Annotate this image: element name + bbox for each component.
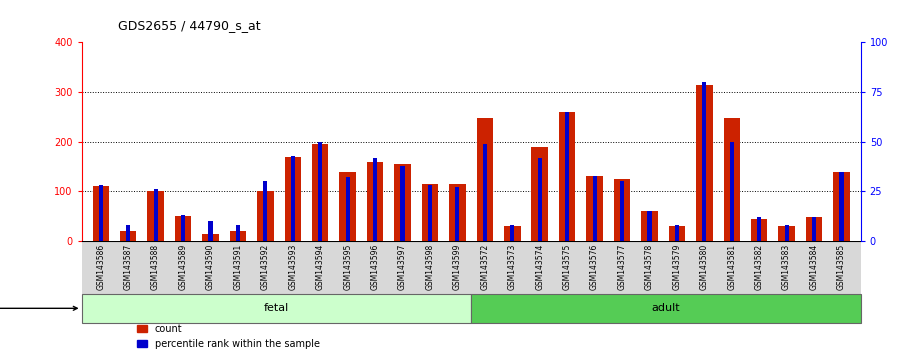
Bar [812, 217, 816, 241]
Bar [559, 112, 575, 241]
Bar [264, 182, 267, 241]
Bar [641, 211, 658, 241]
Bar [236, 225, 240, 241]
Bar [99, 185, 102, 241]
Bar [126, 225, 130, 241]
Text: GSM143596: GSM143596 [371, 244, 380, 290]
Text: GSM143593: GSM143593 [288, 244, 297, 290]
Text: GSM143575: GSM143575 [563, 244, 572, 290]
Bar [724, 118, 740, 241]
Text: GSM143573: GSM143573 [507, 244, 516, 290]
Bar [757, 217, 761, 241]
Bar [483, 144, 487, 241]
Bar [340, 172, 356, 241]
Text: GSM143572: GSM143572 [480, 244, 489, 290]
Bar [367, 162, 383, 241]
Text: GSM143578: GSM143578 [645, 244, 654, 290]
Text: GSM143588: GSM143588 [151, 244, 160, 290]
Bar [153, 189, 158, 241]
Bar [148, 192, 164, 241]
Bar [345, 177, 350, 241]
Bar [175, 216, 191, 241]
Bar [537, 158, 542, 241]
Bar [729, 142, 734, 241]
Bar [805, 217, 823, 241]
Bar [477, 118, 493, 241]
Text: GSM143585: GSM143585 [837, 244, 846, 290]
Text: GSM143581: GSM143581 [728, 244, 737, 290]
Bar [202, 234, 218, 241]
Text: GSM143582: GSM143582 [755, 244, 764, 290]
Bar [834, 172, 850, 241]
Text: GSM143580: GSM143580 [699, 244, 708, 290]
Text: development stage: development stage [0, 303, 77, 313]
Bar [504, 226, 521, 241]
Bar [400, 166, 405, 241]
Bar [532, 147, 548, 241]
Text: GSM143589: GSM143589 [178, 244, 188, 290]
Text: GSM143592: GSM143592 [261, 244, 270, 290]
Bar [613, 179, 631, 241]
Bar [428, 185, 432, 241]
Bar [208, 221, 213, 241]
Bar [82, 294, 471, 322]
Bar [312, 144, 329, 241]
Text: GSM143577: GSM143577 [618, 244, 627, 290]
Text: GSM143586: GSM143586 [96, 244, 105, 290]
Text: GSM143591: GSM143591 [234, 244, 243, 290]
Bar [785, 225, 789, 241]
Text: GSM143598: GSM143598 [426, 244, 435, 290]
Text: GSM143576: GSM143576 [590, 244, 599, 290]
Text: GSM143594: GSM143594 [315, 244, 324, 290]
Bar [456, 187, 459, 241]
Text: adult: adult [651, 303, 680, 313]
Bar [291, 156, 294, 241]
Bar [449, 184, 466, 241]
Text: GSM143574: GSM143574 [535, 244, 545, 290]
Text: GSM143584: GSM143584 [810, 244, 818, 290]
Text: GSM143579: GSM143579 [672, 244, 681, 290]
Text: GSM143583: GSM143583 [782, 244, 791, 290]
Bar [471, 294, 861, 322]
Bar [394, 164, 410, 241]
Bar [669, 226, 685, 241]
Bar [778, 226, 795, 241]
Bar [230, 231, 246, 241]
Bar [675, 225, 679, 241]
Bar [284, 156, 301, 241]
Bar [702, 82, 707, 241]
Bar [586, 177, 602, 241]
Text: GDS2655 / 44790_s_at: GDS2655 / 44790_s_at [118, 19, 260, 32]
Bar [840, 172, 843, 241]
Bar [257, 192, 274, 241]
Bar [620, 182, 624, 241]
Text: fetal: fetal [264, 303, 289, 313]
Bar [751, 219, 767, 241]
Bar [593, 176, 597, 241]
Bar [120, 231, 137, 241]
Text: GSM143590: GSM143590 [206, 244, 215, 290]
Bar [373, 158, 377, 241]
Text: GSM143587: GSM143587 [124, 244, 132, 290]
Text: GSM143595: GSM143595 [343, 244, 352, 290]
Bar [565, 112, 569, 241]
Bar [648, 211, 651, 241]
Bar [92, 187, 109, 241]
Bar [696, 85, 712, 241]
Bar [181, 215, 185, 241]
Bar [510, 225, 515, 241]
Text: GSM143599: GSM143599 [453, 244, 462, 290]
Legend: count, percentile rank within the sample: count, percentile rank within the sample [133, 320, 323, 353]
Bar [318, 142, 323, 241]
Bar [421, 184, 439, 241]
Text: GSM143597: GSM143597 [398, 244, 407, 290]
